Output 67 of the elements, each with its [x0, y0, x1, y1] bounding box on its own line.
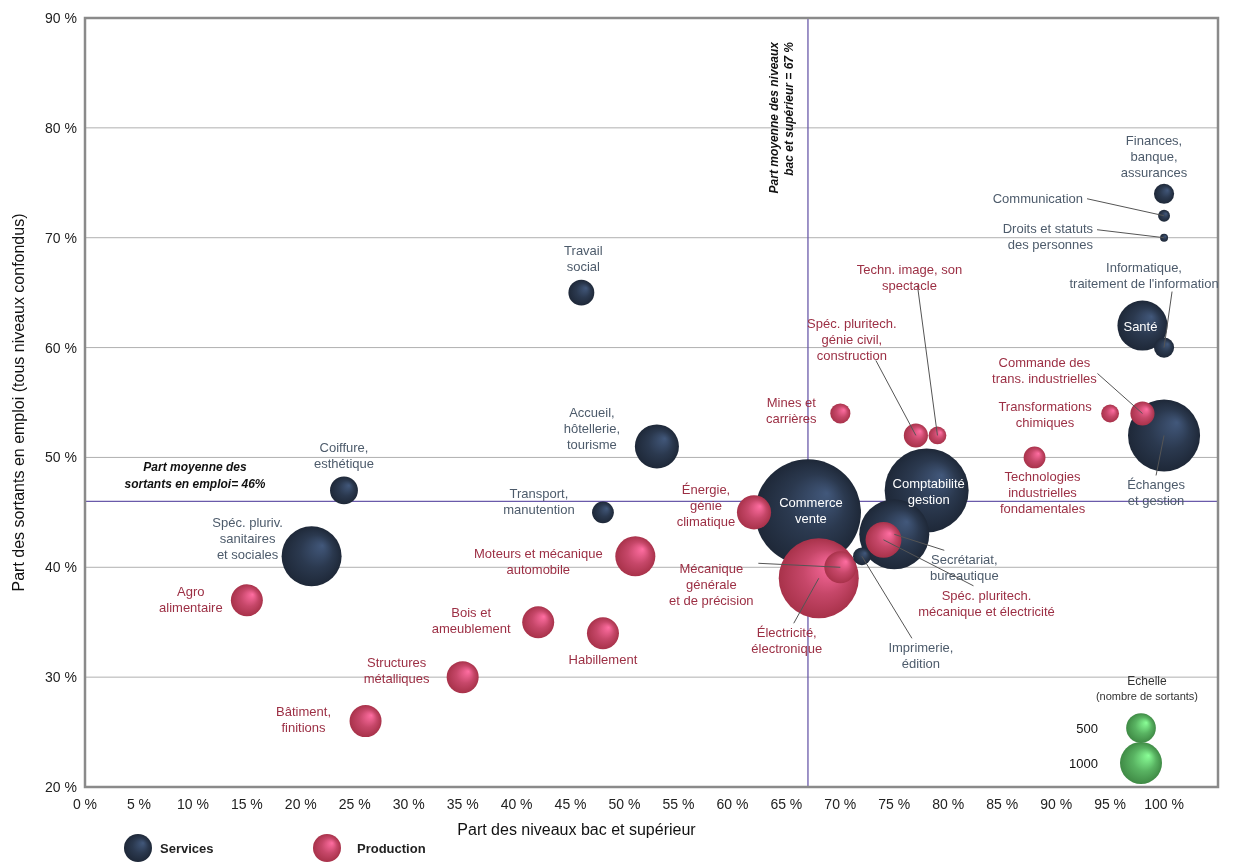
- legend-label: Services: [160, 841, 214, 856]
- annotation: Structures métalliques: [363, 655, 431, 687]
- annotation: Santé: [1123, 318, 1158, 334]
- x-axis-title: Part des niveaux bac et supérieur: [457, 821, 697, 838]
- x-tick-label: 25 %: [338, 796, 371, 812]
- x-tick-label: 95 %: [1094, 796, 1127, 812]
- y-tick-label: 40 %: [45, 559, 77, 576]
- ref-line-label: Part moyenne des sortants en emploi= 46%: [124, 460, 266, 492]
- annotation: Électricité, électronique: [751, 625, 823, 657]
- annotation: Commande des trans. industrielles: [992, 355, 1098, 387]
- ref-line-label: Part moyenne des niveaux bac et supérieur = 67 %: [766, 40, 796, 194]
- legend-label: 1000: [1069, 756, 1098, 771]
- x-tick-label: 15 %: [230, 796, 263, 812]
- annotation: Énergie, génie climatique: [676, 482, 736, 530]
- legend-label: Production: [357, 841, 426, 856]
- annotation: Comptabilité gestion: [892, 476, 965, 508]
- y-tick-label: 80 %: [45, 119, 77, 136]
- annotation: Imprimerie, édition: [888, 640, 954, 672]
- x-tick-label: 5 %: [126, 796, 152, 812]
- annotation: Commerce vente: [779, 495, 843, 527]
- annotation: Techn. image, son spectacle: [856, 262, 963, 294]
- annotation: Mécanique générale et de précision: [669, 561, 754, 609]
- x-tick-label: 45 %: [554, 796, 587, 812]
- annotation: Spéc. pluritech. mécanique et électricité: [918, 587, 1055, 619]
- annotation: Coiffure, esthétique: [313, 440, 374, 472]
- x-tick-label: 75 %: [878, 796, 911, 812]
- x-tick-label: 85 %: [986, 796, 1019, 812]
- annotation: Habillement: [568, 652, 638, 668]
- x-tick-label: 65 %: [770, 796, 803, 812]
- y-tick-label: 50 %: [45, 449, 77, 466]
- annotation: Finances, banque, assurances: [1120, 132, 1188, 180]
- y-tick-label: 90 %: [45, 10, 77, 26]
- x-tick-label: 55 %: [662, 796, 695, 812]
- annotation: Accueil, hôtellerie, tourisme: [563, 405, 621, 453]
- y-tick-label: 20 %: [45, 779, 77, 795]
- annotation: Spéc. pluritech. génie civil, construction: [807, 316, 897, 364]
- legend-title: Echelle: [1127, 674, 1167, 688]
- annotation: Bois et ameublement: [431, 605, 511, 637]
- annotation: Moteurs et mécanique automobile: [474, 546, 603, 578]
- x-tick-label: 70 %: [824, 796, 857, 812]
- x-tick-label: 100 %: [1144, 796, 1184, 812]
- annotation: Transport, manutention: [503, 486, 575, 518]
- legend-label: 500: [1076, 721, 1098, 736]
- annotation: Spéc. pluriv. sanitaires et sociales: [212, 515, 283, 563]
- annotation: Travail social: [564, 242, 603, 274]
- annotation: Communication: [992, 190, 1084, 206]
- annotation: Droits et statuts des personnes: [1002, 220, 1094, 252]
- x-tick-label: 35 %: [446, 796, 479, 812]
- y-tick-label: 30 %: [45, 669, 77, 686]
- x-tick-label: 0 %: [72, 796, 98, 812]
- annotation: Technologies industrielles fondamentales: [999, 469, 1086, 517]
- annotation: Agro alimentaire: [159, 584, 223, 616]
- x-tick-label: 40 %: [500, 796, 533, 812]
- annotation: (nombre de sortants): [1095, 690, 1199, 702]
- x-tick-label: 90 %: [1040, 796, 1073, 812]
- y-tick-label: 60 %: [45, 339, 77, 356]
- y-axis-title: Part des sortants en emploi (tous niveaux confondus): [10, 213, 27, 592]
- annotation: Transformations chimiques: [998, 399, 1093, 431]
- x-tick-label: 50 %: [608, 796, 641, 812]
- x-tick-label: 30 %: [392, 796, 425, 812]
- x-tick-label: 80 %: [932, 796, 965, 812]
- annotation: Bâtiment, finitions: [276, 704, 332, 736]
- x-tick-label: 60 %: [716, 796, 749, 812]
- x-tick-label: 20 %: [284, 796, 317, 812]
- x-tick-label: 10 %: [176, 796, 209, 812]
- y-tick-label: 70 %: [45, 229, 77, 246]
- annotation: Mines et carrières: [766, 395, 818, 427]
